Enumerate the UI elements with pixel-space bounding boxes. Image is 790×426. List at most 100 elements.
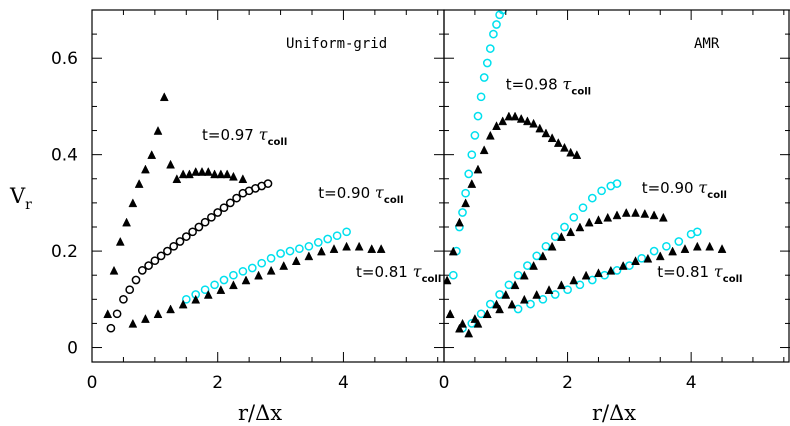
data-point bbox=[621, 207, 631, 217]
data-point bbox=[479, 73, 489, 82]
data-point bbox=[553, 138, 563, 147]
data-point bbox=[241, 275, 251, 285]
data-point bbox=[285, 246, 295, 256]
data-point bbox=[213, 208, 223, 217]
panel-title-left: Uniform-grid bbox=[286, 36, 387, 52]
data-point bbox=[541, 128, 551, 138]
data-point bbox=[519, 294, 529, 304]
data-point bbox=[448, 270, 458, 280]
data-point bbox=[134, 179, 144, 188]
series-left-1 bbox=[106, 179, 273, 333]
data-point bbox=[156, 251, 166, 261]
data-point bbox=[606, 265, 616, 275]
data-point bbox=[128, 318, 138, 328]
data-point bbox=[510, 280, 520, 290]
data-point bbox=[461, 188, 470, 198]
plot-frame bbox=[91, 9, 445, 363]
data-point bbox=[232, 193, 241, 203]
data-point bbox=[181, 294, 191, 304]
data-point bbox=[538, 251, 548, 261]
data-point bbox=[495, 290, 504, 299]
data-point bbox=[342, 241, 351, 251]
series-right-0 bbox=[448, 10, 508, 280]
data-point bbox=[291, 256, 301, 265]
data-point bbox=[367, 244, 377, 253]
data-point bbox=[444, 275, 452, 285]
y-tick-label: 0.2 bbox=[51, 242, 78, 262]
data-point bbox=[538, 294, 548, 304]
data-point bbox=[532, 251, 542, 261]
data-point bbox=[458, 318, 467, 328]
data-point bbox=[612, 210, 622, 220]
data-point bbox=[597, 186, 606, 196]
series-right-5 bbox=[445, 241, 727, 328]
data-point bbox=[717, 244, 727, 253]
data-point bbox=[581, 270, 591, 280]
data-point bbox=[476, 92, 486, 102]
data-point bbox=[200, 217, 210, 227]
series-right-1 bbox=[444, 111, 582, 285]
data-point bbox=[631, 256, 640, 265]
series-left-0 bbox=[103, 92, 248, 319]
data-point bbox=[194, 222, 204, 232]
data-point bbox=[181, 232, 191, 241]
y-tick-label: 0.6 bbox=[51, 49, 78, 69]
annotation-left-2: t=0.81 bbox=[356, 263, 408, 281]
data-point bbox=[461, 198, 471, 208]
annotation-right-1: t=0.90 bbox=[642, 179, 694, 197]
data-point bbox=[153, 309, 163, 319]
data-point bbox=[482, 58, 492, 68]
data-point bbox=[529, 118, 538, 128]
data-point bbox=[526, 299, 535, 309]
data-point bbox=[166, 159, 175, 169]
data-point bbox=[498, 10, 508, 15]
y-axis-label: Vr bbox=[9, 184, 32, 213]
data-point bbox=[247, 263, 257, 273]
data-point bbox=[649, 210, 659, 220]
data-point bbox=[178, 299, 188, 309]
data-point bbox=[207, 212, 216, 222]
data-point bbox=[631, 207, 640, 217]
data-point bbox=[203, 289, 213, 299]
data-point bbox=[649, 246, 659, 256]
data-point bbox=[569, 212, 579, 222]
data-point bbox=[587, 275, 597, 285]
data-point bbox=[185, 169, 194, 179]
annotation-sub: coll bbox=[707, 190, 727, 201]
data-point bbox=[323, 234, 333, 244]
data-point bbox=[532, 289, 542, 299]
data-point bbox=[550, 232, 560, 241]
data-point bbox=[131, 275, 141, 285]
data-point bbox=[238, 266, 248, 276]
data-point bbox=[544, 285, 554, 294]
data-point bbox=[705, 241, 715, 251]
data-point bbox=[191, 166, 201, 176]
annotation-right-0: t=0.98 bbox=[506, 76, 558, 94]
data-point bbox=[172, 174, 182, 184]
data-point bbox=[106, 323, 116, 333]
annotation-tau: τ bbox=[698, 178, 708, 197]
data-point bbox=[238, 174, 248, 184]
data-point bbox=[492, 121, 501, 130]
series-right-2 bbox=[458, 179, 622, 333]
data-point bbox=[692, 241, 702, 251]
data-point bbox=[566, 227, 576, 237]
data-point bbox=[210, 169, 219, 179]
data-point bbox=[658, 212, 668, 222]
data-point bbox=[219, 203, 229, 213]
data-point bbox=[618, 261, 628, 270]
data-point bbox=[122, 217, 131, 227]
data-point bbox=[203, 166, 213, 176]
data-point bbox=[594, 215, 603, 225]
data-point bbox=[594, 268, 603, 278]
data-point bbox=[563, 285, 572, 295]
data-point bbox=[103, 309, 113, 319]
series-right-3 bbox=[445, 207, 668, 338]
data-point bbox=[625, 261, 634, 270]
annotation-sub: coll bbox=[268, 137, 288, 148]
data-point bbox=[147, 150, 157, 159]
data-point bbox=[556, 232, 566, 241]
data-point bbox=[603, 212, 613, 222]
